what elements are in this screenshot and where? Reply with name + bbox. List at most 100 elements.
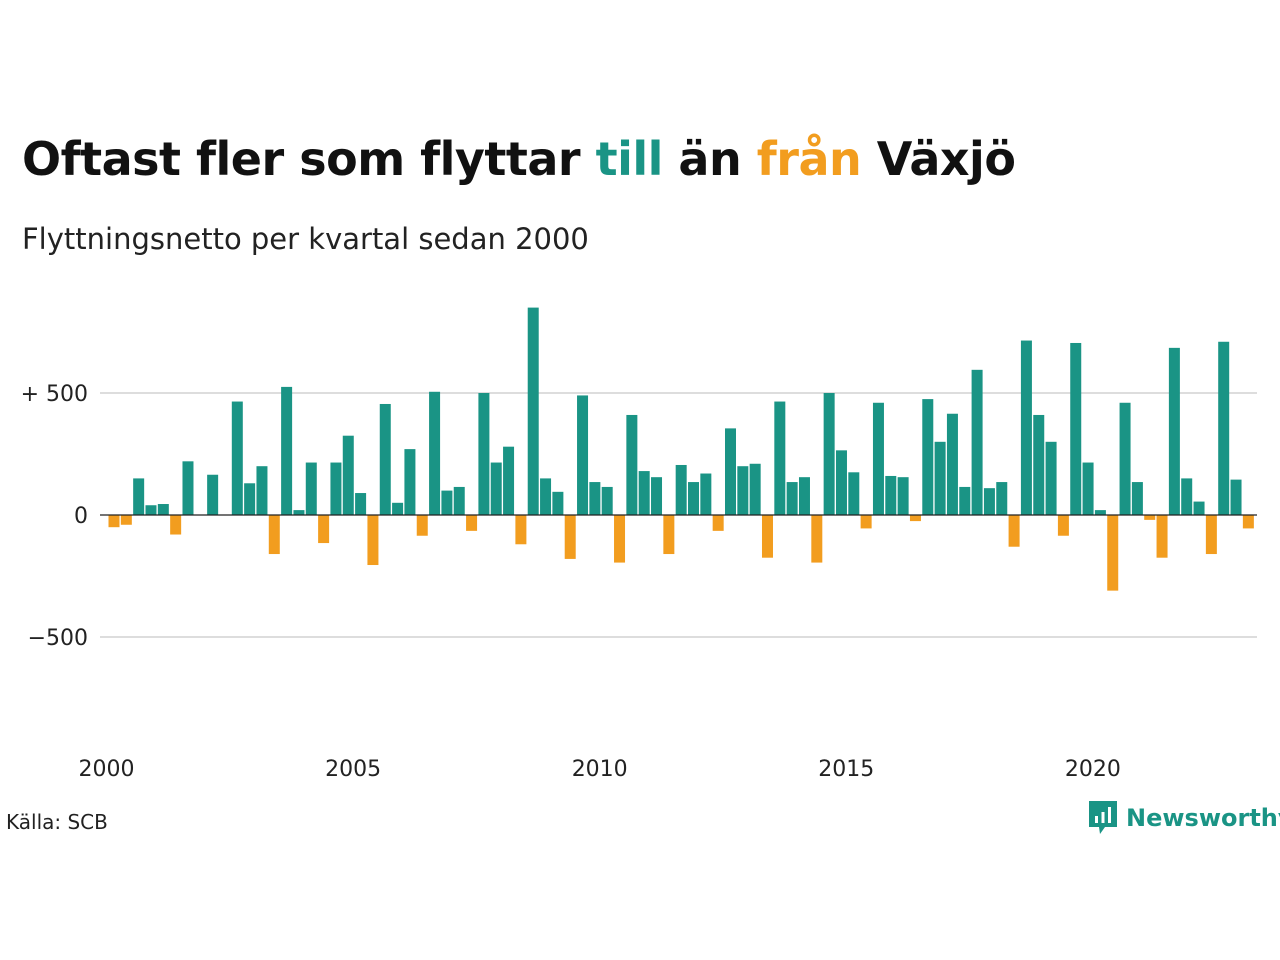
bar-negative [1242, 515, 1254, 529]
bar-negative [1144, 515, 1156, 520]
bar-positive [379, 403, 391, 515]
bar-positive [231, 401, 243, 515]
bar-positive [540, 478, 552, 515]
bar-positive [589, 482, 601, 515]
bar-positive [281, 386, 293, 515]
bar-negative [268, 515, 280, 555]
bar-positive [1020, 340, 1032, 515]
bar-negative [1107, 515, 1119, 591]
title-part-1: Oftast fler som flyttar [22, 132, 596, 186]
chart-title: Oftast fler som flyttar till än från Väx… [22, 132, 1016, 186]
bar-positive [774, 401, 786, 515]
bar-positive [1131, 482, 1143, 515]
bar-positive [305, 462, 317, 515]
bar-positive [700, 473, 712, 515]
newsworthy-logo: Newsworthy [1088, 800, 1280, 836]
bar-negative [761, 515, 773, 558]
bar-positive [798, 477, 810, 515]
bar-negative [1057, 515, 1069, 536]
bar-positive [157, 504, 169, 515]
bar-positive [638, 471, 650, 515]
bar-negative [909, 515, 921, 522]
bar-positive [737, 466, 749, 515]
bar-positive [1193, 501, 1205, 515]
bar-positive [133, 478, 145, 515]
y-tick-label: −500 [28, 626, 88, 651]
bar-positive [1082, 462, 1094, 515]
bar-negative [416, 515, 428, 536]
y-tick-label: 0 [74, 504, 88, 529]
bar-negative [614, 515, 626, 563]
bar-positive [885, 475, 897, 515]
bar-positive [1033, 414, 1045, 515]
bar-positive [1230, 479, 1242, 515]
bar-positive [293, 510, 305, 515]
bar-negative [367, 515, 379, 566]
bar-positive [601, 486, 613, 515]
bar-positive [453, 486, 465, 515]
bar-positive [675, 464, 687, 515]
bar-positive [872, 402, 884, 515]
bar-positive [441, 490, 453, 515]
bar-positive [503, 446, 515, 515]
newsworthy-icon [1089, 801, 1117, 834]
bar-positive [577, 395, 589, 515]
brand-name: Newsworthy [1126, 804, 1280, 832]
x-tick-label: 2000 [79, 757, 135, 782]
bar-negative [1156, 515, 1168, 558]
bar-positive [688, 482, 700, 515]
bar-positive [145, 505, 157, 515]
bar-positive [527, 307, 539, 515]
title-part-2: än [662, 132, 757, 186]
bar-negative [564, 515, 576, 559]
bar-positive [1218, 341, 1230, 515]
bar-positive [626, 414, 638, 515]
bar-negative [712, 515, 724, 531]
bar-negative [811, 515, 823, 563]
bar-positive [1168, 347, 1180, 515]
bar-positive [429, 391, 441, 515]
x-tick-label: 2020 [1065, 757, 1121, 782]
bar-positive [983, 488, 995, 515]
bar-negative [1008, 515, 1020, 547]
bar-positive [207, 474, 219, 515]
x-tick-label: 2015 [818, 757, 874, 782]
title-till: till [595, 132, 664, 186]
title-fran: från [756, 132, 862, 186]
bar-positive [392, 502, 404, 515]
bar-negative [1205, 515, 1217, 555]
bar-positive [835, 450, 847, 515]
bar-positive [946, 413, 958, 515]
bar-positive [1070, 342, 1082, 515]
bar-positive [552, 491, 564, 515]
bar-negative [466, 515, 478, 531]
bar-positive [922, 399, 934, 515]
bar-negative [108, 515, 120, 528]
bar-positive [848, 472, 860, 515]
bar-negative [860, 515, 872, 529]
bar-positive [651, 477, 663, 515]
bar-positive [342, 435, 354, 515]
bar-positive [996, 482, 1008, 515]
bar-positive [959, 486, 971, 515]
bar-positive [971, 369, 983, 515]
bar-positive [404, 449, 416, 515]
bar-negative [120, 515, 132, 525]
bar-positive [256, 466, 268, 515]
bar-negative [515, 515, 527, 545]
x-tick-label: 2010 [572, 757, 628, 782]
bar-positive [1181, 478, 1193, 515]
bar-negative [663, 515, 675, 555]
bar-positive [823, 393, 835, 515]
bar-positive [1119, 402, 1131, 515]
bar-positive [1045, 441, 1057, 515]
bar-positive [478, 393, 490, 515]
bar-positive [749, 463, 761, 515]
bar-positive [244, 483, 256, 515]
bar-negative [318, 515, 330, 544]
bar-positive [897, 477, 909, 515]
bar-positive [330, 462, 342, 515]
bar-positive [182, 461, 194, 515]
bar-positive [934, 441, 946, 515]
bar-positive [786, 482, 798, 515]
